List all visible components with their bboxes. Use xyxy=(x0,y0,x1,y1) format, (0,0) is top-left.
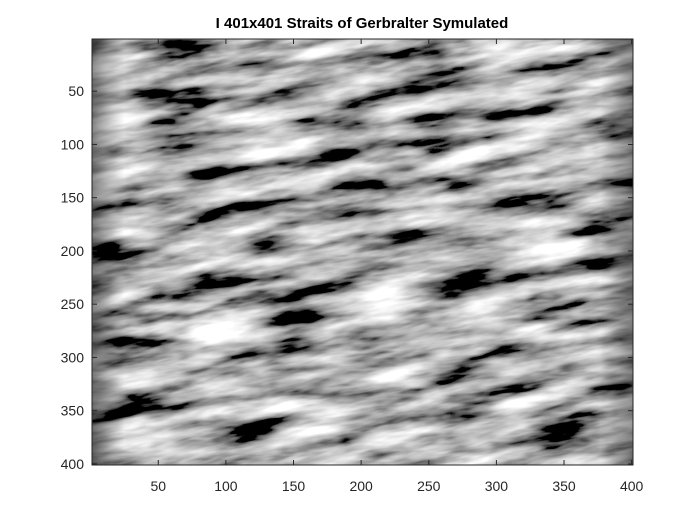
y-tick-label: 300 xyxy=(61,349,85,365)
y-axis: 50 100 150 200 250 300 350 400 xyxy=(61,83,633,472)
y-tick-label: 50 xyxy=(68,83,84,99)
x-tick-label: 150 xyxy=(282,478,306,494)
x-tick-label: 300 xyxy=(485,478,509,494)
plot-frame xyxy=(91,38,634,466)
y-tick-label: 100 xyxy=(61,136,85,152)
x-tick-label: 250 xyxy=(417,478,441,494)
y-tick-label: 250 xyxy=(61,296,85,312)
x-axis: 50 100 150 200 250 300 350 400 xyxy=(150,39,644,494)
x-tick-label: 350 xyxy=(552,478,576,494)
x-tick-label: 50 xyxy=(150,478,166,494)
y-tick-label: 400 xyxy=(61,456,85,472)
chart-title: I 401x401 Straits of Gerbralter Symulate… xyxy=(216,15,509,32)
x-tick-label: 400 xyxy=(620,478,644,494)
x-tick-label: 200 xyxy=(349,478,373,494)
y-tick-label: 200 xyxy=(61,243,85,259)
x-tick-label: 100 xyxy=(214,478,238,494)
y-tick-label: 150 xyxy=(61,190,85,206)
y-tick-label: 350 xyxy=(61,403,85,419)
